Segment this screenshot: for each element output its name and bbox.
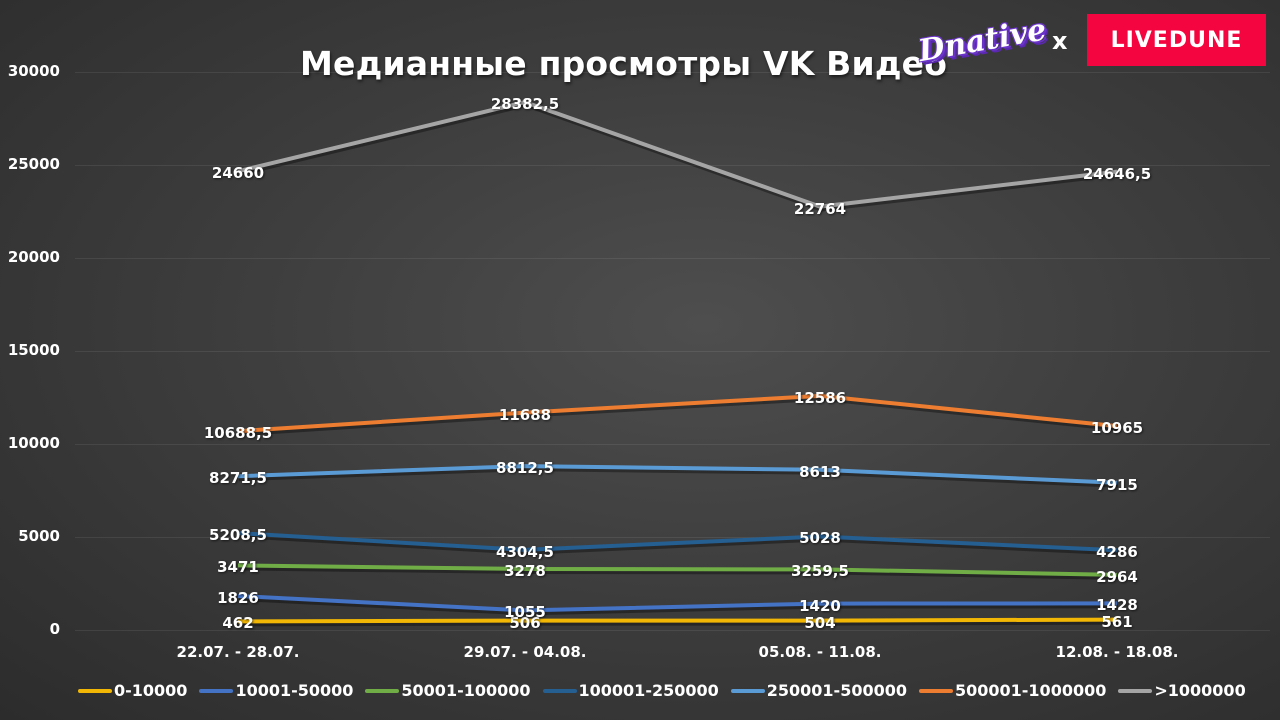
legend-swatch-icon [78, 688, 112, 693]
legend: 0-10000 10001-50000 50001-100000 100001-250… [78, 681, 1246, 700]
series-line [237, 464, 1118, 485]
data-label: 5208,5 [209, 526, 267, 545]
legend-label: 500001-1000000 [954, 681, 1107, 700]
legend-label: >1000000 [1154, 681, 1246, 700]
series-line [237, 563, 1118, 577]
data-label: 561 [1101, 612, 1133, 631]
data-label: 1420 [799, 596, 841, 615]
chart-title: Медианные просмотры VK Видео [300, 44, 948, 83]
legend-label: 0-10000 [114, 681, 188, 700]
legend-item: 10001-50000 [199, 681, 353, 700]
legend-item: 100001-250000 [542, 681, 719, 700]
y-tick-label: 0 [49, 620, 60, 638]
gridline [75, 630, 1270, 631]
series-line [237, 100, 1118, 209]
legend-swatch-icon [199, 688, 234, 693]
data-label: 462 [222, 614, 254, 633]
legend-swatch-icon [730, 688, 765, 693]
data-label: 3259,5 [791, 562, 849, 581]
series-line [237, 594, 1118, 613]
legend-label: 100001-250000 [578, 681, 719, 700]
gridline [75, 72, 1270, 73]
y-tick-label: 25000 [7, 155, 60, 173]
x-tick-label: 29.07. - 04.08. [463, 643, 587, 661]
x-tick-label: 05.08. - 11.08. [758, 643, 882, 661]
data-label: 10688,5 [203, 424, 273, 443]
y-tick-label: 30000 [7, 62, 60, 80]
data-label: 8812,5 [496, 459, 554, 478]
data-label: 10965 [1090, 419, 1144, 438]
gridline [75, 258, 1270, 259]
legend-swatch-icon [542, 688, 577, 693]
data-label: 3278 [504, 562, 546, 581]
x-tick-label: 22.07. - 28.07. [176, 643, 300, 661]
legend-item: >1000000 [1118, 681, 1246, 700]
data-label: 28382,5 [490, 95, 560, 114]
data-label: 11688 [498, 405, 552, 424]
legend-item: 500001-1000000 [918, 681, 1107, 700]
data-label: 22764 [793, 199, 847, 218]
data-label: 4304,5 [496, 542, 554, 561]
legend-label: 10001-50000 [235, 681, 354, 700]
logo-separator: x [1052, 27, 1068, 55]
data-label: 2964 [1096, 567, 1138, 586]
series-line [237, 393, 1118, 434]
data-label: 12586 [793, 388, 847, 407]
legend-item: 250001-500000 [730, 681, 907, 700]
gridline [75, 351, 1270, 352]
y-tick-label: 15000 [7, 341, 60, 359]
data-label: 3471 [217, 558, 259, 577]
y-tick-label: 20000 [7, 248, 60, 266]
gridline [75, 537, 1270, 538]
legend-item: 0-10000 [78, 681, 187, 700]
data-label: 504 [804, 613, 836, 632]
data-label: 1428 [1096, 596, 1138, 615]
series-line [237, 617, 1118, 624]
legend-label: 250001-500000 [766, 681, 907, 700]
data-label: 1055 [504, 603, 546, 622]
data-label: 8271,5 [209, 469, 267, 488]
data-label: 8613 [799, 462, 841, 481]
data-label: 1826 [217, 589, 259, 608]
data-label: 5028 [799, 529, 841, 548]
data-label: 506 [509, 613, 541, 632]
legend-swatch-icon [1118, 688, 1153, 693]
livedune-logo: LIVEDUNE [1087, 14, 1266, 66]
data-label: 24646,5 [1082, 164, 1152, 183]
data-label: 24660 [211, 164, 265, 183]
series-line [237, 531, 1118, 553]
legend-swatch-icon [365, 688, 400, 693]
legend-label: 50001-100000 [401, 681, 531, 700]
data-label: 7915 [1096, 475, 1138, 494]
y-tick-label: 5000 [18, 527, 60, 545]
gridline [75, 444, 1270, 445]
data-label: 4286 [1096, 543, 1138, 562]
gridline [75, 165, 1270, 166]
legend-item: 50001-100000 [365, 681, 531, 700]
y-tick-label: 10000 [7, 434, 60, 452]
x-tick-label: 12.08. - 18.08. [1055, 643, 1179, 661]
legend-swatch-icon [918, 688, 953, 693]
